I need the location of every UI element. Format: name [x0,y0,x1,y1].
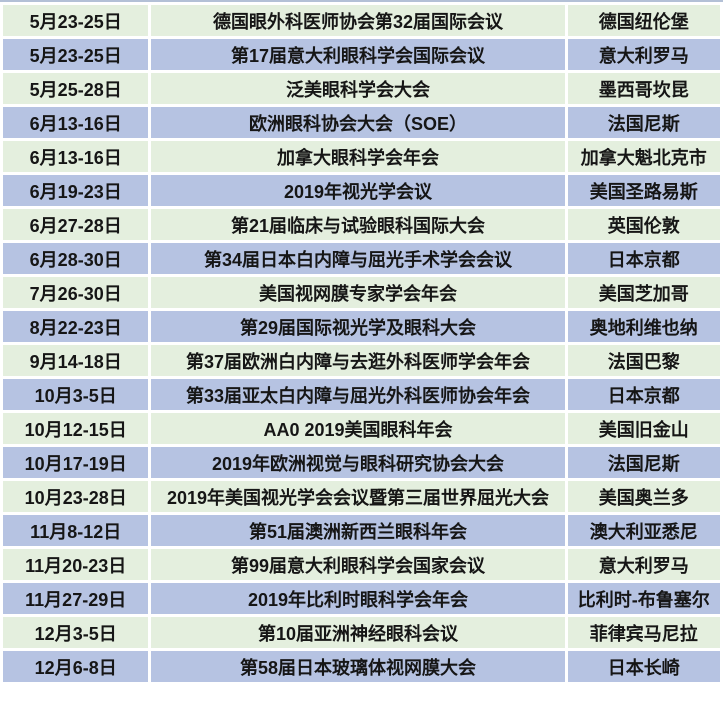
table-row: 9月14-18日 第37届欧洲白内障与去逛外科医师学会年会 法国巴黎 [3,345,720,376]
cell-event: 第34届日本白内障与屈光手术学会会议 [151,243,565,274]
cell-event: 泛美眼科学会大会 [151,73,565,104]
table-row: 6月13-16日 欧洲眼科协会大会（SOE） 法国尼斯 [3,107,720,138]
table-row: 10月12-15日 AA0 2019美国眼科年会 美国旧金山 [3,413,720,444]
table-row: 6月13-16日 加拿大眼科学会年会 加拿大魁北克市 [3,141,720,172]
cell-date: 6月19-23日 [3,175,149,206]
cell-location: 美国圣路易斯 [567,175,720,206]
cell-location: 德国纽伦堡 [567,5,720,36]
table-row: 5月23-25日 德国眼外科医师协会第32届国际会议 德国纽伦堡 [3,5,720,36]
cell-event: 2019年欧洲视觉与眼科研究协会大会 [151,447,565,478]
cell-date: 8月22-23日 [3,311,149,342]
cell-date: 11月8-12日 [3,515,149,546]
cell-event: 德国眼外科医师协会第32届国际会议 [151,5,565,36]
cell-event: 美国视网膜专家学会年会 [151,277,565,308]
table-row: 11月20-23日 第99届意大利眼科学会国家会议 意大利罗马 [3,549,720,580]
cell-location: 日本长崎 [567,651,720,682]
cell-event: 第10届亚洲神经眼科会议 [151,617,565,648]
cell-event: 欧洲眼科协会大会（SOE） [151,107,565,138]
cell-event: 第17届意大利眼科学会国际会议 [151,39,565,70]
cell-location: 日本京都 [567,243,720,274]
cell-date: 7月26-30日 [3,277,149,308]
cell-event: 第51届澳洲新西兰眼科年会 [151,515,565,546]
cell-date: 6月27-28日 [3,209,149,240]
table-row: 8月22-23日 第29届国际视光学及眼科大会 奥地利维也纳 [3,311,720,342]
cell-location: 菲律宾马尼拉 [567,617,720,648]
table-row: 11月8-12日 第51届澳洲新西兰眼科年会 澳大利亚悉尼 [3,515,720,546]
cell-location: 澳大利亚悉尼 [567,515,720,546]
table-row: 10月17-19日 2019年欧洲视觉与眼科研究协会大会 法国尼斯 [3,447,720,478]
cell-event: 第37届欧洲白内障与去逛外科医师学会年会 [151,345,565,376]
cell-date: 5月23-25日 [3,39,149,70]
table-row: 12月6-8日 第58届日本玻璃体视网膜大会 日本长崎 [3,651,720,682]
table-row: 5月25-28日 泛美眼科学会大会 墨西哥坎昆 [3,73,720,104]
cell-event: AA0 2019美国眼科年会 [151,413,565,444]
cell-location: 法国尼斯 [567,447,720,478]
cell-date: 12月6-8日 [3,651,149,682]
cell-location: 美国奥兰多 [567,481,720,512]
cell-location: 奥地利维也纳 [567,311,720,342]
conference-schedule-body: 5月23-25日 德国眼外科医师协会第32届国际会议 德国纽伦堡 5月23-25日 第1… [3,5,720,682]
cell-event: 第99届意大利眼科学会国家会议 [151,549,565,580]
cell-date: 5月23-25日 [3,5,149,36]
cell-location: 意大利罗马 [567,549,720,580]
table-row: 10月3-5日 第33届亚太白内障与屈光外科医师协会年会 日本京都 [3,379,720,410]
cell-location: 比利时-布鲁塞尔 [567,583,720,614]
cell-date: 11月27-29日 [3,583,149,614]
cell-event: 第33届亚太白内障与屈光外科医师协会年会 [151,379,565,410]
table-row: 6月28-30日 第34届日本白内障与屈光手术学会会议 日本京都 [3,243,720,274]
cell-date: 6月13-16日 [3,141,149,172]
cell-date: 10月17-19日 [3,447,149,478]
table-row: 6月19-23日 2019年视光学会议 美国圣路易斯 [3,175,720,206]
cell-event: 2019年视光学会议 [151,175,565,206]
cell-event: 加拿大眼科学会年会 [151,141,565,172]
cell-date: 6月28-30日 [3,243,149,274]
cell-location: 法国尼斯 [567,107,720,138]
table-row: 5月23-25日 第17届意大利眼科学会国际会议 意大利罗马 [3,39,720,70]
cell-date: 9月14-18日 [3,345,149,376]
table-row: 7月26-30日 美国视网膜专家学会年会 美国芝加哥 [3,277,720,308]
cutoff-row-sliver [0,0,723,2]
cell-date: 6月13-16日 [3,107,149,138]
cell-location: 意大利罗马 [567,39,720,70]
cell-location: 加拿大魁北克市 [567,141,720,172]
table-row: 6月27-28日 第21届临床与试验眼科国际大会 英国伦敦 [3,209,720,240]
cell-date: 11月20-23日 [3,549,149,580]
cell-event: 第58届日本玻璃体视网膜大会 [151,651,565,682]
cell-event: 2019年美国视光学会会议暨第三届世界屈光大会 [151,481,565,512]
cell-location: 英国伦敦 [567,209,720,240]
cell-location: 美国旧金山 [567,413,720,444]
cell-event: 2019年比利时眼科学会年会 [151,583,565,614]
cell-location: 法国巴黎 [567,345,720,376]
table-row: 12月3-5日 第10届亚洲神经眼科会议 菲律宾马尼拉 [3,617,720,648]
table-row: 10月23-28日 2019年美国视光学会会议暨第三届世界屈光大会 美国奥兰多 [3,481,720,512]
table-row: 11月27-29日 2019年比利时眼科学会年会 比利时-布鲁塞尔 [3,583,720,614]
cell-date: 10月3-5日 [3,379,149,410]
cell-event: 第29届国际视光学及眼科大会 [151,311,565,342]
cell-location: 墨西哥坎昆 [567,73,720,104]
cell-event: 第21届临床与试验眼科国际大会 [151,209,565,240]
cell-date: 10月23-28日 [3,481,149,512]
cell-location: 日本京都 [567,379,720,410]
cell-date: 10月12-15日 [3,413,149,444]
cell-date: 5月25-28日 [3,73,149,104]
conference-schedule-table: 5月23-25日 德国眼外科医师协会第32届国际会议 德国纽伦堡 5月23-25日 第1… [0,2,723,685]
cell-location: 美国芝加哥 [567,277,720,308]
cell-date: 12月3-5日 [3,617,149,648]
